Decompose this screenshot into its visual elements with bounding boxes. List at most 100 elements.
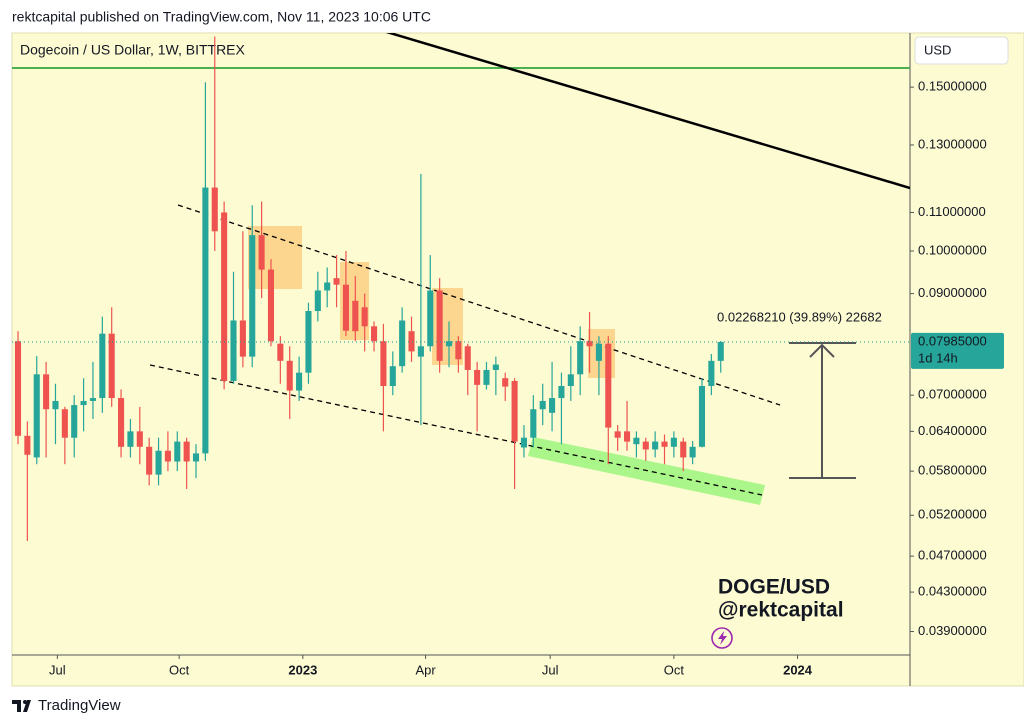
candle-body (455, 341, 462, 360)
measure-arrow (809, 343, 835, 358)
x-tick-label: Apr (415, 662, 436, 677)
candle-body (623, 431, 631, 442)
candle-body (595, 343, 602, 361)
channel-top (177, 204, 781, 406)
candle-body (342, 284, 349, 331)
candle-body (211, 187, 218, 232)
candle-body (530, 409, 537, 438)
candle-body (567, 374, 574, 387)
y-tick-label: 0.13000000 (918, 136, 987, 151)
candle-body (333, 278, 340, 285)
candle-body (436, 290, 443, 361)
candle-body (155, 450, 162, 475)
candle-body (474, 369, 481, 385)
candle-body (221, 212, 228, 381)
candle-body (445, 341, 453, 347)
lightning-bolt (718, 631, 727, 645)
x-tick-label: Oct (664, 662, 685, 677)
x-tick-label: 2023 (288, 662, 317, 677)
candle-body (183, 441, 190, 462)
footer-brand: TradingView (38, 697, 121, 714)
y-tick-label: 0.04300000 (918, 584, 987, 599)
candle-body (286, 360, 293, 391)
countdown-label: 1d 14h (918, 350, 958, 365)
y-tick-label: 0.09000000 (918, 285, 987, 300)
candle-body (314, 290, 321, 312)
candle-body (361, 307, 368, 327)
brand-logo-dot (23, 700, 27, 704)
chart-legend: Dogecoin / US Dollar, 1W, BITTREX (20, 42, 246, 58)
candle-body (717, 341, 724, 361)
candle-body (52, 400, 59, 410)
x-tick-label: Jul (49, 662, 66, 677)
y-tick-label: 0.10000000 (918, 242, 987, 257)
candles (14, 36, 724, 541)
watermark-pair: DOGE/USD (718, 576, 830, 599)
candle-body (698, 386, 706, 447)
x-tick-label: Oct (169, 662, 190, 677)
candle-body (417, 346, 424, 357)
y-tick-label: 0.03900000 (918, 623, 987, 638)
candle-body (614, 431, 621, 438)
footer-logo (12, 700, 31, 712)
x-tick-label: 2024 (783, 662, 813, 677)
candle-body (202, 187, 209, 454)
watermark-author: @rektcapital (718, 599, 844, 622)
x-tick-label: Jul (542, 662, 559, 677)
candle-body (71, 405, 78, 438)
candle-body (520, 437, 528, 448)
candle-body (389, 366, 396, 387)
candle-body (689, 446, 696, 458)
last-price-box (911, 332, 1004, 369)
candle-body (230, 320, 237, 381)
candle-body (136, 431, 143, 447)
candle-body (61, 409, 68, 438)
candle-body (99, 333, 106, 399)
candle-body (24, 435, 31, 455)
candle-body (642, 441, 649, 450)
candle-body (118, 398, 125, 447)
candle-body (633, 437, 640, 445)
publish-header: rektcapital published on TradingView.com… (12, 9, 431, 25)
candle-body (652, 441, 659, 450)
candle-body (661, 441, 668, 447)
candle-body (549, 398, 556, 413)
candle-body (511, 380, 518, 442)
y-tick-label: 0.06400000 (918, 423, 987, 438)
candle-body (80, 400, 87, 406)
candle-body (277, 343, 284, 361)
measure-label-clip: 0.02268210 (39.89%) 22682 (717, 309, 882, 324)
candle-body (586, 341, 593, 347)
y-tick-label: 0.05800000 (918, 463, 987, 478)
candle-body (483, 369, 490, 385)
lightning-icon[interactable] (711, 627, 733, 649)
chart-background (11, 32, 1024, 687)
candle-body (670, 437, 677, 447)
candle-body (174, 441, 181, 462)
candle-body (89, 398, 97, 401)
candle-body (258, 235, 265, 270)
y-tick-label: 0.05200000 (918, 507, 987, 522)
candle-body (492, 364, 499, 370)
resistance-line (385, 33, 910, 190)
candle-body (33, 374, 40, 458)
candle-body (146, 446, 153, 475)
candle-body (577, 341, 584, 375)
candle-body (539, 400, 546, 410)
y-tick-label: 0.07000000 (918, 387, 987, 402)
candle-body (502, 378, 509, 387)
candle-body (296, 372, 303, 391)
currency-label[interactable]: USD (924, 42, 951, 57)
candle-body (371, 326, 378, 342)
candle-body (324, 282, 331, 291)
candle-body (164, 450, 171, 462)
candle-body (239, 320, 246, 357)
candle-body (408, 331, 415, 352)
currency-box[interactable] (914, 36, 1009, 65)
measure-label: 0.02268210 (39.89%) 22682 (717, 309, 882, 324)
candle-body (464, 346, 471, 370)
candle-body (43, 374, 50, 410)
candle-body (127, 431, 134, 447)
